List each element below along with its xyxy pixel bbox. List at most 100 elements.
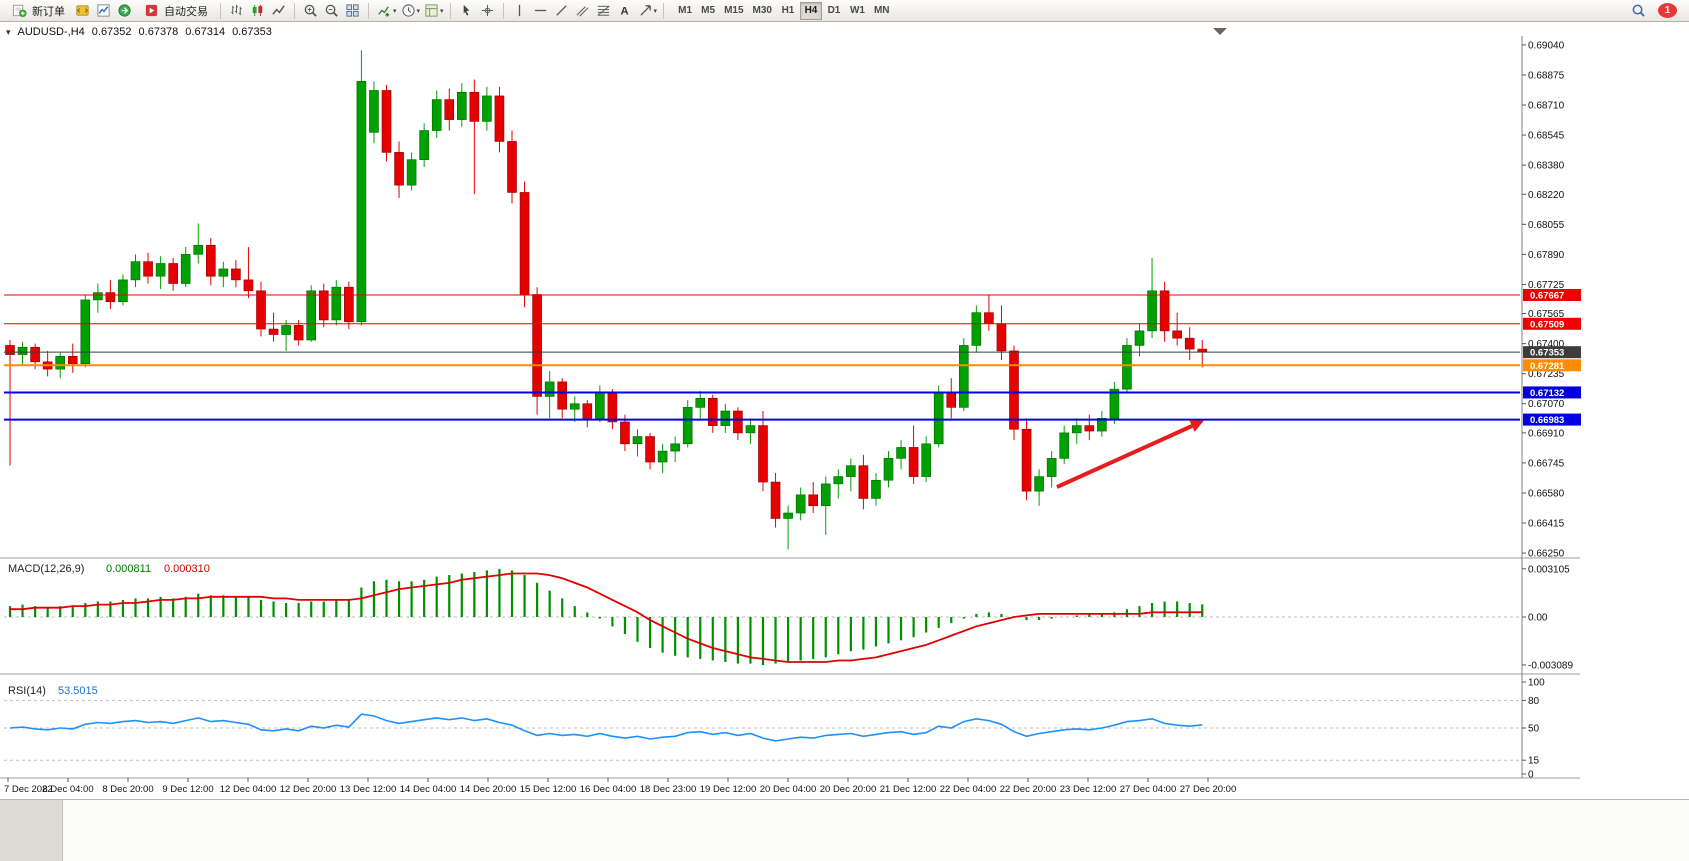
- timeframe-button-h1[interactable]: H1: [777, 2, 799, 20]
- svg-text:A: A: [620, 6, 628, 18]
- svg-text:0.67400: 0.67400: [1528, 339, 1565, 350]
- svg-text:7 Dec 2022: 7 Dec 2022: [4, 784, 53, 795]
- autotrading-button[interactable]: 自动交易: [136, 1, 214, 21]
- trend-arrow-head: [1189, 420, 1204, 432]
- text-tool-icon[interactable]: A: [615, 1, 634, 20]
- horizontal-line-tool-icon[interactable]: [531, 1, 550, 20]
- timeframe-button-w1[interactable]: W1: [846, 2, 869, 20]
- indicators-icon[interactable]: [375, 1, 394, 20]
- svg-text:18 Dec 23:00: 18 Dec 23:00: [640, 784, 697, 795]
- svg-text:0.000310: 0.000310: [164, 563, 210, 575]
- toolbar-separator: [294, 2, 295, 19]
- trendline-tool-icon[interactable]: [552, 1, 571, 20]
- toolbar-separator: [502, 2, 504, 19]
- autotrading-label: 自动交易: [164, 5, 208, 18]
- svg-text:12 Dec 20:00: 12 Dec 20:00: [280, 784, 337, 795]
- notification-badge[interactable]: 1: [1658, 3, 1677, 18]
- svg-text:0.66250: 0.66250: [1528, 549, 1565, 560]
- svg-text:80: 80: [1528, 696, 1540, 707]
- macd-panel: 0.003105 0.00 -0.003089 MACD(12,26,9) 0.0008…: [4, 563, 1573, 671]
- svg-text:14 Dec 04:00: 14 Dec 04:00: [400, 784, 457, 795]
- templates-icon[interactable]: [422, 1, 441, 20]
- bar-chart-icon[interactable]: [227, 1, 246, 20]
- svg-text:0.67890: 0.67890: [1528, 250, 1565, 261]
- timeframe-button-m30[interactable]: M30: [749, 2, 776, 20]
- metaeditor-icon[interactable]: [73, 1, 92, 20]
- main-toolbar: 新订单 自动交易 ▾ ▾ ▾: [0, 0, 1689, 22]
- candlesticks-layer: [5, 50, 1208, 550]
- svg-text:12 Dec 04:00: 12 Dec 04:00: [220, 784, 277, 795]
- dropdown-caret[interactable]: ▾: [440, 7, 444, 15]
- crosshair-icon[interactable]: [478, 1, 497, 20]
- open-value: 0.67352: [91, 26, 132, 38]
- horizontal-lines-layer: 0.67667 0.67509 0.67281 0.67132 0.66983: [4, 288, 1581, 426]
- timeframe-button-mn[interactable]: MN: [870, 2, 894, 20]
- zoom-in-icon[interactable]: [301, 1, 320, 20]
- svg-text:0.68380: 0.68380: [1528, 161, 1565, 172]
- svg-text:0.68875: 0.68875: [1528, 70, 1565, 81]
- cursor-icon[interactable]: [457, 1, 476, 20]
- chart-window-audusd-h4: 0.69040 0.68875 0.68710 0.68545 0.68380 0.682…: [0, 22, 1689, 799]
- svg-text:0.69040: 0.69040: [1528, 40, 1565, 51]
- svg-text:50: 50: [1528, 724, 1540, 735]
- low-value: 0.67314: [185, 26, 226, 38]
- chart-shift-marker[interactable]: [1213, 28, 1227, 35]
- timeframe-toolbar: M1 M5 M15 M30 H1 H4 D1 W1 MN: [674, 1, 894, 20]
- svg-text:0.66415: 0.66415: [1528, 519, 1565, 530]
- svg-text:0.66745: 0.66745: [1528, 458, 1565, 469]
- svg-text:22 Dec 20:00: 22 Dec 20:00: [1000, 784, 1057, 795]
- dropdown-caret[interactable]: ▾: [393, 7, 397, 15]
- svg-text:100: 100: [1528, 678, 1545, 689]
- svg-text:0.67070: 0.67070: [1528, 399, 1565, 410]
- svg-text:14 Dec 20:00: 14 Dec 20:00: [460, 784, 517, 795]
- tile-windows-icon[interactable]: [343, 1, 362, 20]
- symbol-period-label: AUDUSD-,H4: [17, 26, 85, 38]
- arrows-tool-icon[interactable]: [636, 1, 655, 20]
- svg-text:23 Dec 12:00: 23 Dec 12:00: [1060, 784, 1117, 795]
- timeframe-button-m5[interactable]: M5: [697, 2, 719, 20]
- candlestick-chart-icon[interactable]: [248, 1, 267, 20]
- trend-arrow[interactable]: [1056, 424, 1193, 489]
- channel-tool-icon[interactable]: [573, 1, 592, 20]
- svg-text:8 Dec 20:00: 8 Dec 20:00: [102, 784, 153, 795]
- toolbar-right-group: 1: [1629, 1, 1685, 20]
- line-chart-icon[interactable]: [269, 1, 288, 20]
- svg-text:0.67667: 0.67667: [1530, 290, 1564, 301]
- svg-text:MACD(12,26,9): MACD(12,26,9): [8, 563, 84, 575]
- status-strip: [0, 799, 1689, 861]
- svg-text:15: 15: [1528, 756, 1540, 767]
- svg-text:53.5015: 53.5015: [58, 685, 98, 697]
- svg-text:0.000811: 0.000811: [106, 563, 151, 575]
- market-watch-icon[interactable]: [94, 1, 113, 20]
- svg-text:0.003105: 0.003105: [1528, 564, 1570, 575]
- one-click-trading-toggle[interactable]: ▾: [6, 26, 11, 37]
- svg-text:0.67281: 0.67281: [1530, 361, 1565, 372]
- dropdown-caret[interactable]: ▾: [416, 7, 421, 15]
- timeframe-button-h4[interactable]: H4: [799, 1, 822, 20]
- svg-text:0.68545: 0.68545: [1528, 131, 1565, 142]
- timeframe-button-m1[interactable]: M1: [674, 2, 696, 20]
- svg-text:22 Dec 04:00: 22 Dec 04:00: [940, 784, 997, 795]
- new-order-label: 新订单: [32, 5, 65, 18]
- zoom-out-icon[interactable]: [322, 1, 341, 20]
- price-scale[interactable]: 0.69040 0.68875 0.68710 0.68545 0.68380 0.682…: [1522, 40, 1565, 560]
- fibonacci-tool-icon[interactable]: [594, 1, 613, 20]
- svg-text:0.67235: 0.67235: [1528, 369, 1565, 380]
- search-icon[interactable]: [1629, 1, 1648, 20]
- chart-background: [0, 22, 1689, 799]
- timeframe-button-m15[interactable]: M15: [720, 2, 747, 20]
- vertical-line-tool-icon[interactable]: [510, 1, 529, 20]
- svg-text:15 Dec 12:00: 15 Dec 12:00: [520, 784, 577, 795]
- navigator-icon[interactable]: [115, 1, 134, 20]
- timeframe-button-d1[interactable]: D1: [823, 2, 845, 20]
- periods-icon[interactable]: [399, 1, 418, 20]
- dropdown-caret[interactable]: ▾: [653, 7, 658, 15]
- svg-text:0.68710: 0.68710: [1528, 101, 1565, 112]
- chart-canvas[interactable]: 0.69040 0.68875 0.68710 0.68545 0.68380 0.682…: [0, 22, 1689, 799]
- toolbar-separator: [368, 2, 369, 19]
- new-order-button[interactable]: 新订单: [4, 1, 71, 21]
- svg-text:0.67353: 0.67353: [1530, 348, 1564, 359]
- svg-text:27 Dec 20:00: 27 Dec 20:00: [1180, 784, 1237, 795]
- toolbar-separator: [220, 2, 221, 19]
